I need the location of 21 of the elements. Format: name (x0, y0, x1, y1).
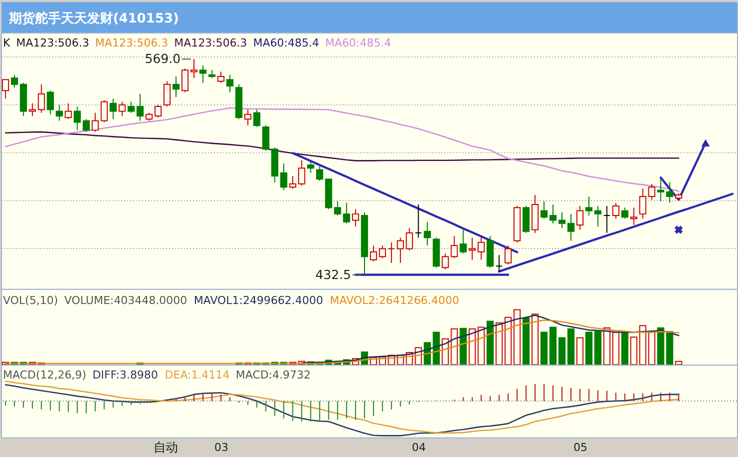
annotation: 569.0 (144, 51, 181, 66)
text: MAVOL1:2499662.4000 (194, 294, 324, 307)
text: MAVOL2:2641266.4000 (330, 294, 460, 307)
x-tick-label: 05 (573, 440, 588, 454)
annotation: 432.5 (315, 266, 352, 282)
series-label: DIFF:3.8980 (92, 368, 158, 382)
series-label: DEA:1.4114 (164, 368, 230, 382)
text: VOLUME:403448.0000 (64, 294, 188, 307)
text: MA123:506.3 (174, 36, 248, 50)
text: 自动 (154, 439, 178, 454)
chart-title: VOL(5,10) (2, 294, 58, 307)
annotation: MACD:4.9732 (236, 368, 311, 382)
chart-title: 期货舵手天天发财(410153) (8, 10, 179, 27)
legend-label: MA60:485.4 (253, 36, 320, 50)
x-tick-label: 03 (214, 440, 228, 454)
text: MA60:485.4 (325, 36, 392, 50)
chart-title: MACD(12,26,9) (2, 368, 86, 382)
legend-label: MA123:506.3 (16, 36, 90, 50)
legend-title: K (2, 36, 11, 50)
x-tick-label: 04 (412, 440, 426, 454)
legend-label: MA123:506.3 (95, 36, 168, 50)
